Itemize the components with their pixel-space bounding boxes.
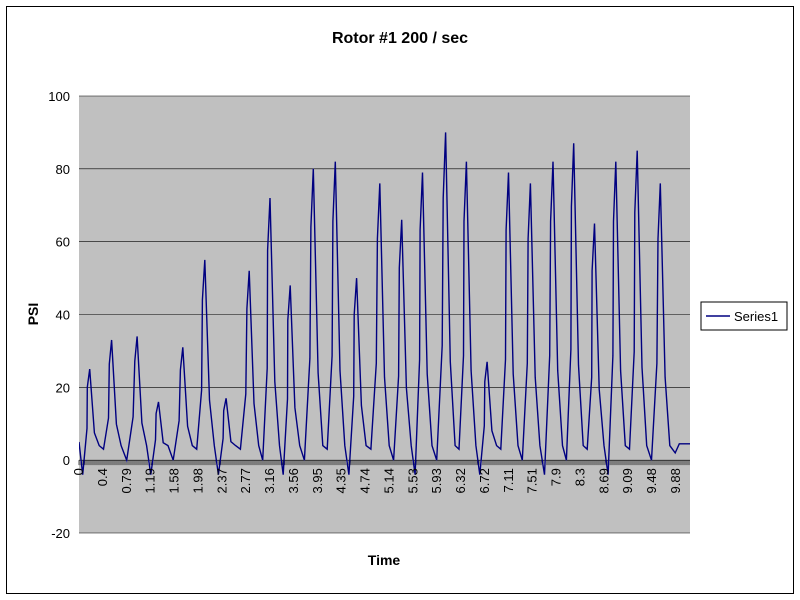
x-axis-ticks: 0 0.4 0.79 1.19 1.58 1.98 2.37 2.77 3.16 3.56 3.95…	[71, 468, 683, 493]
y-tick-label: 40	[56, 308, 70, 323]
x-tick-label: 5.14	[381, 468, 396, 493]
x-tick-label: 2.77	[238, 468, 253, 493]
x-tick-label: 8.3	[572, 468, 587, 486]
legend: Series1	[700, 301, 788, 331]
x-tick-label: 0.4	[95, 468, 110, 486]
y-tick-label: 0	[63, 453, 70, 468]
legend-box	[700, 301, 788, 331]
x-tick-label: 0	[71, 468, 86, 475]
y-tick-label: -20	[51, 526, 70, 541]
x-tick-label: 7.51	[525, 468, 540, 493]
x-tick-label: 9.88	[668, 468, 683, 493]
x-tick-label: 9.48	[644, 468, 659, 493]
x-tick-label: 9.09	[620, 468, 635, 493]
legend-label-series1: Series1	[734, 309, 778, 324]
x-tick-label: 0.79	[119, 468, 134, 493]
chart-title: Rotor #1 200 / sec	[332, 30, 468, 47]
x-tick-label: 3.16	[262, 468, 277, 493]
x-tick-label: 2.37	[214, 468, 229, 493]
y-tick-label: 20	[56, 380, 70, 395]
y-tick-label: 100	[48, 89, 70, 104]
x-tick-label: 1.58	[167, 468, 182, 493]
x-tick-label: 3.56	[286, 468, 301, 493]
x-tick-label: 7.11	[501, 468, 516, 492]
series-line-series1	[79, 132, 690, 475]
y-tick-label: 60	[56, 235, 70, 250]
x-tick-label: 5.53	[405, 468, 420, 493]
x-tick-label: 3.95	[310, 468, 325, 493]
y-axis-ticks: -20 0 20 40 60 80 100	[48, 89, 70, 541]
x-tick-label: 6.72	[477, 468, 492, 493]
x-axis-title: Time	[368, 552, 401, 568]
x-tick-label: 6.32	[453, 468, 468, 493]
x-tick-label: 1.19	[143, 468, 158, 493]
x-tick-label: 5.93	[429, 468, 444, 493]
x-tick-label: 4.74	[358, 468, 373, 493]
y-axis-title: PSI	[25, 303, 41, 326]
y-tick-label: 80	[56, 162, 70, 177]
x-tick-label: 4.35	[334, 468, 349, 493]
x-tick-label: 1.98	[190, 468, 205, 493]
x-tick-label: 8.69	[596, 468, 611, 493]
x-tick-label: 7.9	[549, 468, 564, 486]
